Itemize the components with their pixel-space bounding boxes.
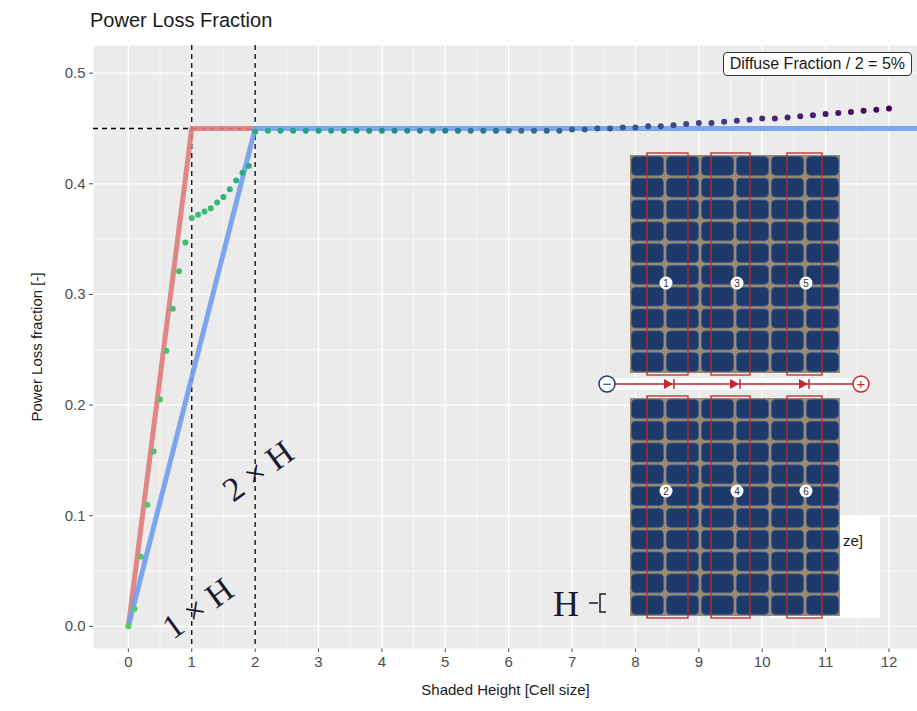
svg-text:5: 5 <box>441 653 449 670</box>
svg-text:+: + <box>857 375 866 392</box>
html-text:Power Loss Fraction: Power Loss Fraction <box>90 9 273 31</box>
svg-text:4: 4 <box>378 653 386 670</box>
svg-text:2: 2 <box>663 486 669 497</box>
svg-text:12: 12 <box>881 653 898 670</box>
svg-text:2: 2 <box>251 653 259 670</box>
svg-text:−: − <box>603 375 612 392</box>
svg-text:0.0: 0.0 <box>65 617 86 634</box>
svg-text:0.5: 0.5 <box>65 64 86 81</box>
svg-text:9: 9 <box>695 653 703 670</box>
svg-text:1: 1 <box>188 653 196 670</box>
svg-text:3: 3 <box>314 653 322 670</box>
svg-text:Shaded Height [Cell size]: Shaded Height [Cell size] <box>421 681 589 698</box>
svg-text:0.2: 0.2 <box>65 396 86 413</box>
svg-text:2 × H: 2 × H <box>216 433 301 509</box>
svg-text:0.1: 0.1 <box>65 507 86 524</box>
html-text:Diffuse Fraction / 2 = 5%: Diffuse Fraction / 2 = 5% <box>729 55 905 72</box>
svg-text:8: 8 <box>631 653 639 670</box>
svg-text:10: 10 <box>754 653 771 670</box>
svg-text:H: H <box>553 584 579 624</box>
svg-text:0.4: 0.4 <box>65 175 86 192</box>
svg-text:5: 5 <box>803 278 809 289</box>
svg-text:7: 7 <box>568 653 576 670</box>
svg-text:3: 3 <box>734 278 740 289</box>
svg-text:6: 6 <box>504 653 512 670</box>
svg-text:ze]: ze] <box>843 532 863 549</box>
svg-text:6: 6 <box>803 486 809 497</box>
svg-text:1 × H: 1 × H <box>155 570 240 646</box>
svg-text:0.3: 0.3 <box>65 285 86 302</box>
svg-text:Power Loss fraction [-]: Power Loss fraction [-] <box>28 272 45 421</box>
svg-text:0: 0 <box>124 653 132 670</box>
svg-text:11: 11 <box>818 653 834 670</box>
svg-text:4: 4 <box>734 486 740 497</box>
svg-text:1: 1 <box>663 278 669 289</box>
